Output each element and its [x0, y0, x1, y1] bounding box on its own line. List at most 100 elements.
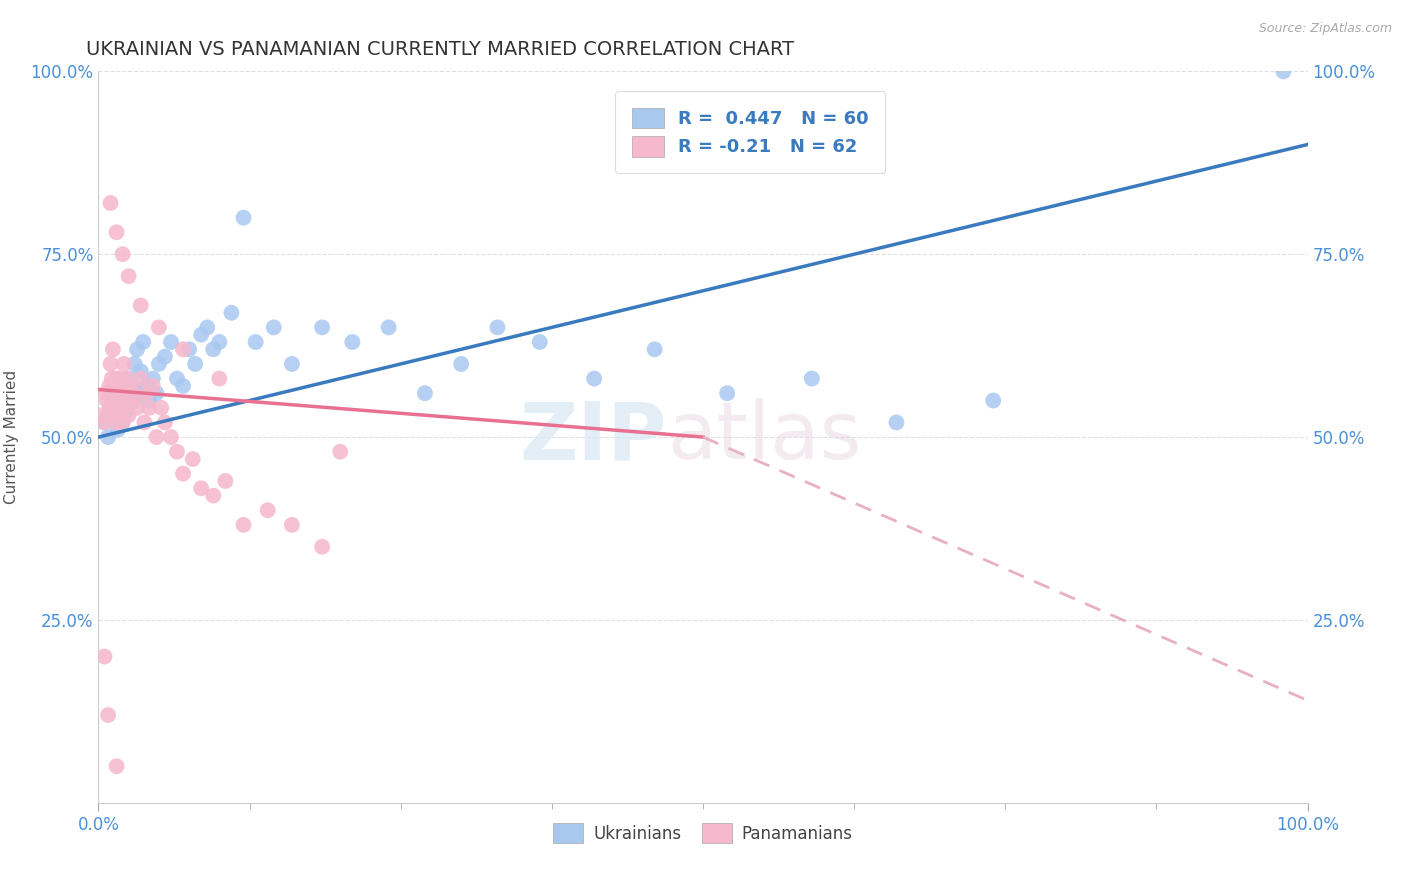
Point [108, 393, 131, 408]
Point [121, 379, 143, 393]
Point [135, 379, 157, 393]
Point [583, 371, 606, 385]
Point [644, 343, 666, 357]
Point [118, 408, 141, 422]
Point [110, 393, 132, 408]
Point [108, 408, 131, 422]
Point [256, 503, 278, 517]
Point [160, 334, 183, 349]
Point [145, 386, 167, 401]
Point [108, 379, 131, 393]
Point [108, 408, 131, 422]
Point [105, 371, 128, 385]
Point [111, 416, 134, 430]
Point [111, 401, 134, 415]
Point [105, 225, 128, 239]
Point [110, 401, 132, 415]
Point [245, 334, 267, 349]
Point [100, 357, 122, 371]
Point [142, 379, 165, 393]
Point [202, 489, 225, 503]
Point [311, 540, 333, 554]
Point [108, 401, 131, 415]
Point [105, 759, 128, 773]
Point [232, 211, 254, 225]
Point [107, 386, 129, 401]
Y-axis label: Currently Married: Currently Married [4, 370, 20, 504]
Point [150, 401, 173, 415]
Point [172, 343, 194, 357]
Point [111, 386, 134, 401]
Point [115, 393, 138, 408]
Point [1272, 64, 1295, 78]
Point [153, 350, 176, 364]
Point [100, 196, 122, 211]
Point [166, 371, 188, 385]
Text: ZIP: ZIP [519, 398, 666, 476]
Point [148, 357, 170, 371]
Point [413, 386, 436, 401]
Point [115, 386, 138, 401]
Point [529, 334, 551, 349]
Point [886, 416, 908, 430]
Point [214, 474, 236, 488]
Point [100, 401, 122, 415]
Point [93, 416, 115, 430]
Point [450, 357, 472, 371]
Point [138, 393, 160, 408]
Point [221, 306, 243, 320]
Point [104, 401, 127, 415]
Point [208, 334, 231, 349]
Point [93, 416, 115, 430]
Point [184, 357, 207, 371]
Text: atlas: atlas [666, 398, 860, 476]
Point [342, 334, 364, 349]
Text: Source: ZipAtlas.com: Source: ZipAtlas.com [1258, 22, 1392, 36]
Point [138, 401, 160, 415]
Point [172, 467, 194, 481]
Point [190, 327, 212, 342]
Point [981, 393, 1004, 408]
Point [281, 517, 304, 532]
Point [100, 386, 122, 401]
Point [232, 517, 254, 532]
Point [281, 357, 304, 371]
Point [127, 401, 149, 415]
Point [98, 379, 121, 393]
Point [129, 364, 152, 378]
Point [93, 649, 115, 664]
Point [160, 430, 183, 444]
Point [124, 357, 146, 371]
Point [118, 393, 141, 408]
Point [101, 393, 124, 408]
Point [153, 416, 176, 430]
Point [105, 416, 128, 430]
Point [97, 408, 120, 422]
Point [172, 379, 194, 393]
Point [311, 320, 333, 334]
Point [97, 708, 120, 723]
Point [195, 320, 218, 334]
Point [101, 393, 124, 408]
Point [129, 298, 152, 312]
Point [103, 379, 125, 393]
Point [142, 371, 165, 385]
Point [111, 247, 134, 261]
Point [166, 444, 188, 458]
Point [121, 386, 143, 401]
Point [208, 371, 231, 385]
Point [100, 401, 122, 415]
Point [127, 386, 149, 401]
Point [100, 371, 122, 385]
Text: UKRAINIAN VS PANAMANIAN CURRENTLY MARRIED CORRELATION CHART: UKRAINIAN VS PANAMANIAN CURRENTLY MARRIE… [86, 39, 794, 59]
Point [377, 320, 399, 334]
Point [101, 343, 124, 357]
Point [96, 393, 118, 408]
Point [118, 371, 141, 385]
Point [118, 269, 141, 284]
Point [105, 416, 128, 430]
Point [112, 357, 135, 371]
Point [114, 408, 136, 422]
Point [134, 416, 156, 430]
Point [148, 320, 170, 334]
